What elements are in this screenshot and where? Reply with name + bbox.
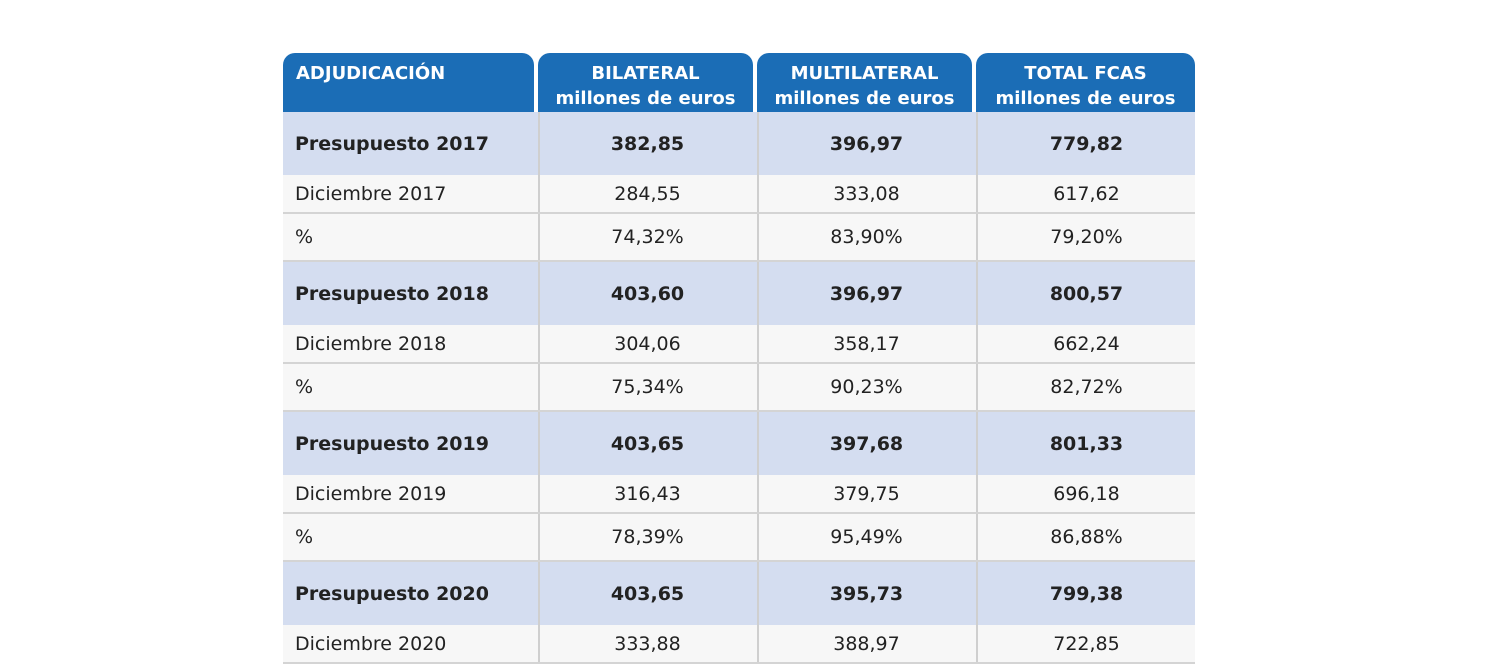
table-cell: 83,90% — [757, 214, 974, 260]
header-line: ADJUDICACIÓN — [296, 63, 446, 84]
table-row: % 74,32% 83,90% 79,20% — [283, 214, 1195, 262]
table-cell: % — [295, 226, 314, 248]
table-cell: 75,34% — [538, 364, 755, 410]
table-row: Presupuesto 2020 403,65 395,73 799,38 — [283, 562, 1195, 625]
header-line: millones de euros — [995, 88, 1176, 109]
header-line: TOTAL FCAS — [1024, 63, 1147, 84]
table-cell: 304,06 — [538, 325, 755, 362]
table-cell: Diciembre 2017 — [295, 182, 447, 205]
header-line: millones de euros — [774, 88, 955, 109]
table-row: Presupuesto 2018 403,60 396,97 800,57 — [283, 262, 1195, 325]
table-cell: Presupuesto 2018 — [295, 282, 489, 305]
table-row: Presupuesto 2019 403,65 397,68 801,33 — [283, 412, 1195, 475]
table-cell: 395,73 — [757, 562, 974, 625]
table-cell: 397,68 — [757, 412, 974, 475]
table-cell: 403,60 — [538, 262, 755, 325]
table-cell: 722,85 — [976, 625, 1195, 662]
table-cell: 662,24 — [976, 325, 1195, 362]
table-cell: 74,32% — [538, 214, 755, 260]
table-cell: Presupuesto 2017 — [295, 132, 489, 155]
table-cell: Diciembre 2020 — [295, 632, 447, 655]
header-cell: TOTAL FCAS millones de euros — [976, 53, 1195, 112]
table-cell: 333,08 — [757, 175, 974, 212]
header-cell: ADJUDICACIÓN — [283, 53, 534, 112]
table-cell: 82,72% — [976, 364, 1195, 410]
table-cell: Diciembre 2018 — [295, 332, 447, 355]
table-cell: 79,20% — [976, 214, 1195, 260]
table-cell: 800,57 — [976, 262, 1195, 325]
table-cell: 396,97 — [757, 112, 974, 175]
table-cell: 799,38 — [976, 562, 1195, 625]
table-cell: 78,39% — [538, 514, 755, 560]
table-row: Presupuesto 2017 382,85 396,97 779,82 — [283, 112, 1195, 175]
table-cell: 403,65 — [538, 412, 755, 475]
table-cell: Presupuesto 2020 — [295, 582, 489, 605]
table-cell: % — [295, 376, 314, 398]
table-cell: 382,85 — [538, 112, 755, 175]
table-cell: 388,97 — [757, 625, 974, 662]
page: ADJUDICACIÓN BILATERAL millones de euros MU… — [283, 53, 1195, 664]
table-row: Diciembre 2020 333,88 388,97 722,85 — [283, 625, 1195, 664]
table-cell: 379,75 — [757, 475, 974, 512]
table-cell: 90,23% — [757, 364, 974, 410]
table-cell: 316,43 — [538, 475, 755, 512]
table-cell: 617,62 — [976, 175, 1195, 212]
table-cell: % — [295, 526, 314, 548]
header-line: millones de euros — [555, 88, 736, 109]
table-row: Diciembre 2018 304,06 358,17 662,24 — [283, 325, 1195, 364]
table-cell: 696,18 — [976, 475, 1195, 512]
table-cell: 284,55 — [538, 175, 755, 212]
header-line: BILATERAL — [591, 63, 700, 84]
header-cell: MULTILATERAL millones de euros — [757, 53, 972, 112]
table-row: Diciembre 2019 316,43 379,75 696,18 — [283, 475, 1195, 514]
table-cell: 801,33 — [976, 412, 1195, 475]
header-cell: BILATERAL millones de euros — [538, 53, 753, 112]
table-cell: Diciembre 2019 — [295, 482, 447, 505]
table-cell: 86,88% — [976, 514, 1195, 560]
table-row: % 78,39% 95,49% 86,88% — [283, 514, 1195, 562]
table-row: % 75,34% 90,23% 82,72% — [283, 364, 1195, 412]
table-row: Diciembre 2017 284,55 333,08 617,62 — [283, 175, 1195, 214]
table-cell: 95,49% — [757, 514, 974, 560]
table-cell: Presupuesto 2019 — [295, 432, 489, 455]
header-line: MULTILATERAL — [790, 63, 939, 84]
table-cell: 396,97 — [757, 262, 974, 325]
table-cell: 358,17 — [757, 325, 974, 362]
table-cell: 779,82 — [976, 112, 1195, 175]
table-cell: 403,65 — [538, 562, 755, 625]
table-cell: 333,88 — [538, 625, 755, 662]
